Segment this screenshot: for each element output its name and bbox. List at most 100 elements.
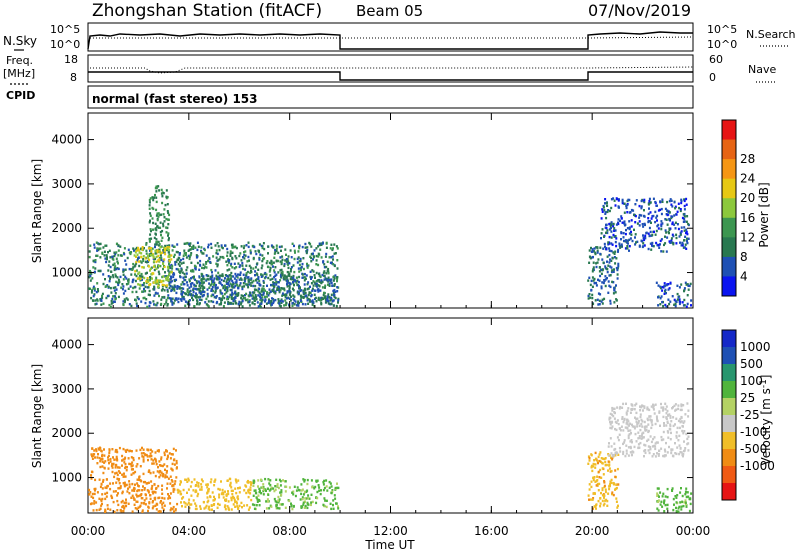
y-tick-label: 3000 [51, 382, 82, 396]
echo-cell [683, 198, 686, 201]
echo-cell [686, 215, 689, 218]
echo-cell [631, 403, 634, 407]
echo-cell [670, 431, 672, 435]
echo-cell [300, 268, 302, 272]
echo-cell [99, 458, 102, 461]
echo-cell [286, 279, 289, 282]
echo-cell [247, 276, 250, 279]
echo-cell [318, 242, 321, 245]
echo-cell [186, 266, 189, 269]
echo-cell [237, 497, 240, 501]
echo-cell [317, 252, 320, 255]
echo-cell [331, 489, 334, 492]
echo-cell [170, 289, 173, 293]
echo-cell [217, 278, 220, 281]
echo-cell [601, 467, 604, 470]
echo-cell [647, 449, 650, 452]
echo-cell [247, 280, 250, 283]
echo-cell [113, 254, 116, 258]
echo-cell [141, 489, 144, 492]
echo-cell [184, 505, 187, 508]
echo-cell [284, 490, 287, 493]
echo-cell [636, 417, 639, 420]
echo-cell [262, 281, 265, 284]
echo-cell [613, 286, 616, 290]
echo-cell [125, 498, 127, 501]
echo-cell [603, 494, 606, 497]
echo-cell [142, 296, 145, 300]
echo-cell [91, 470, 94, 474]
echo-cell [231, 279, 234, 283]
echo-cell [592, 478, 595, 482]
echo-cell [166, 296, 169, 300]
echo-cell [241, 298, 244, 301]
echo-cell [245, 491, 248, 495]
echo-cell [154, 193, 156, 197]
echo-cell [133, 286, 136, 289]
echo-cell [671, 233, 674, 236]
echo-cell [640, 214, 643, 217]
echo-cell [234, 505, 237, 508]
echo-cell [658, 449, 661, 452]
echo-cell [630, 408, 633, 411]
echo-cell [230, 486, 233, 489]
echo-cell [154, 281, 157, 284]
echo-cell [104, 278, 106, 281]
echo-cell [279, 491, 282, 494]
echo-cell [295, 489, 298, 492]
echo-cell [609, 258, 611, 261]
echo-cell [134, 298, 136, 301]
echo-cell [649, 435, 652, 438]
echo-cell [647, 429, 650, 433]
echo-cell [143, 499, 146, 502]
echo-cell [202, 500, 205, 504]
echo-cell [682, 432, 685, 435]
echo-cell [111, 274, 114, 277]
echo-cell [310, 282, 313, 285]
y-tick-label: 4000 [51, 338, 82, 352]
echo-cell [606, 231, 609, 235]
echo-cell [140, 261, 143, 264]
echo-cell [88, 488, 91, 492]
echo-cell [274, 290, 277, 293]
echo-cell [148, 254, 151, 257]
y-tick-label: 1000 [51, 266, 82, 280]
echo-cell [210, 268, 213, 272]
echo-cell [310, 277, 312, 280]
echo-cell [190, 252, 193, 255]
echo-cell [625, 418, 628, 421]
echo-cell [681, 244, 684, 247]
echo-cell [317, 272, 320, 276]
echo-cell [298, 245, 300, 248]
echo-cell [245, 292, 248, 296]
echo-cell [160, 188, 163, 192]
echo-cell [627, 434, 630, 437]
echo-cell [298, 275, 301, 279]
echo-cell [236, 496, 239, 499]
echo-cell [656, 417, 658, 420]
echo-cell [220, 480, 222, 483]
echo-cell [163, 284, 166, 287]
echo-cell [601, 210, 604, 213]
colorbar-swatch [722, 256, 736, 277]
echo-cell [302, 503, 305, 506]
echo-cell [135, 500, 138, 503]
echo-cell [142, 448, 145, 451]
echo-cell [330, 298, 333, 301]
echo-cell [101, 493, 104, 496]
echo-cell [679, 501, 682, 504]
echo-cell [247, 286, 250, 289]
echo-cell [147, 265, 150, 268]
echo-cell [322, 297, 324, 300]
echo-cell [106, 478, 108, 481]
echo-cell [149, 233, 152, 236]
echo-cell [104, 244, 107, 247]
echo-cell [271, 277, 274, 281]
echo-cell [610, 445, 613, 448]
echo-cell [161, 484, 164, 487]
echo-cell [687, 415, 690, 418]
freq-label: Freq. [6, 54, 33, 67]
echo-cell [666, 420, 669, 423]
echo-cell [596, 459, 599, 463]
echo-cell [149, 452, 152, 455]
